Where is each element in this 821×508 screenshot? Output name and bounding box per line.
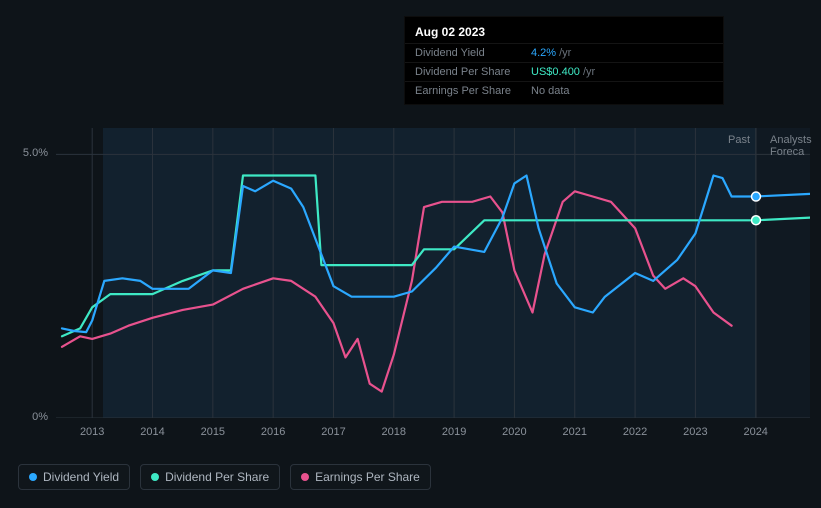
y-axis-tick-label: 0%: [8, 411, 48, 423]
x-axis-tick-label: 2021: [553, 426, 597, 438]
series-marker: [752, 192, 761, 201]
x-axis-tick-label: 2014: [131, 426, 175, 438]
series-marker: [752, 216, 761, 225]
legend-color-dot: [151, 473, 159, 481]
legend-item[interactable]: Dividend Per Share: [140, 464, 280, 490]
tooltip-metric-label: Earnings Per Share: [415, 85, 531, 97]
tooltip-row: Dividend Per ShareUS$0.400/yr: [405, 62, 723, 81]
forecast-label: Analysts Foreca: [770, 134, 812, 158]
x-axis-tick-label: 2018: [372, 426, 416, 438]
legend-color-dot: [29, 473, 37, 481]
legend-item[interactable]: Earnings Per Share: [290, 464, 431, 490]
y-axis-tick-label: 5.0%: [8, 147, 48, 159]
x-axis-tick-label: 2016: [251, 426, 295, 438]
tooltip-metric-label: Dividend Yield: [415, 47, 531, 59]
past-label: Past: [728, 134, 750, 146]
x-axis-tick-label: 2023: [673, 426, 717, 438]
tooltip-date: Aug 02 2023: [405, 21, 723, 43]
x-axis-tick-label: 2024: [734, 426, 778, 438]
x-axis-tick-label: 2022: [613, 426, 657, 438]
chart-legend: Dividend Yield Dividend Per Share Earnings…: [18, 464, 431, 490]
tooltip-row: Dividend Yield4.2%/yr: [405, 43, 723, 62]
chart-tooltip: Aug 02 2023 Dividend Yield4.2%/yrDividen…: [404, 16, 724, 105]
legend-color-dot: [301, 473, 309, 481]
legend-label: Earnings Per Share: [315, 470, 420, 484]
x-axis-tick-label: 2013: [70, 426, 114, 438]
tooltip-metric-value: US$0.400: [531, 66, 580, 78]
legend-label: Dividend Per Share: [165, 470, 269, 484]
tooltip-metric-label: Dividend Per Share: [415, 66, 531, 78]
x-axis-tick-label: 2020: [492, 426, 536, 438]
dividend-chart: Aug 02 2023 Dividend Yield4.2%/yrDividen…: [0, 0, 821, 508]
tooltip-metric-value: 4.2%: [531, 47, 556, 59]
x-axis-tick-label: 2019: [432, 426, 476, 438]
x-axis-tick-label: 2015: [191, 426, 235, 438]
plot-area[interactable]: Past Analysts Foreca: [56, 128, 810, 418]
legend-label: Dividend Yield: [43, 470, 119, 484]
tooltip-metric-unit: /yr: [583, 66, 595, 78]
x-axis-tick-label: 2017: [311, 426, 355, 438]
chart-svg: [56, 128, 810, 418]
tooltip-row: Earnings Per ShareNo data: [405, 81, 723, 100]
legend-item[interactable]: Dividend Yield: [18, 464, 130, 490]
tooltip-metric-value: No data: [531, 85, 570, 97]
tooltip-metric-unit: /yr: [559, 47, 571, 59]
